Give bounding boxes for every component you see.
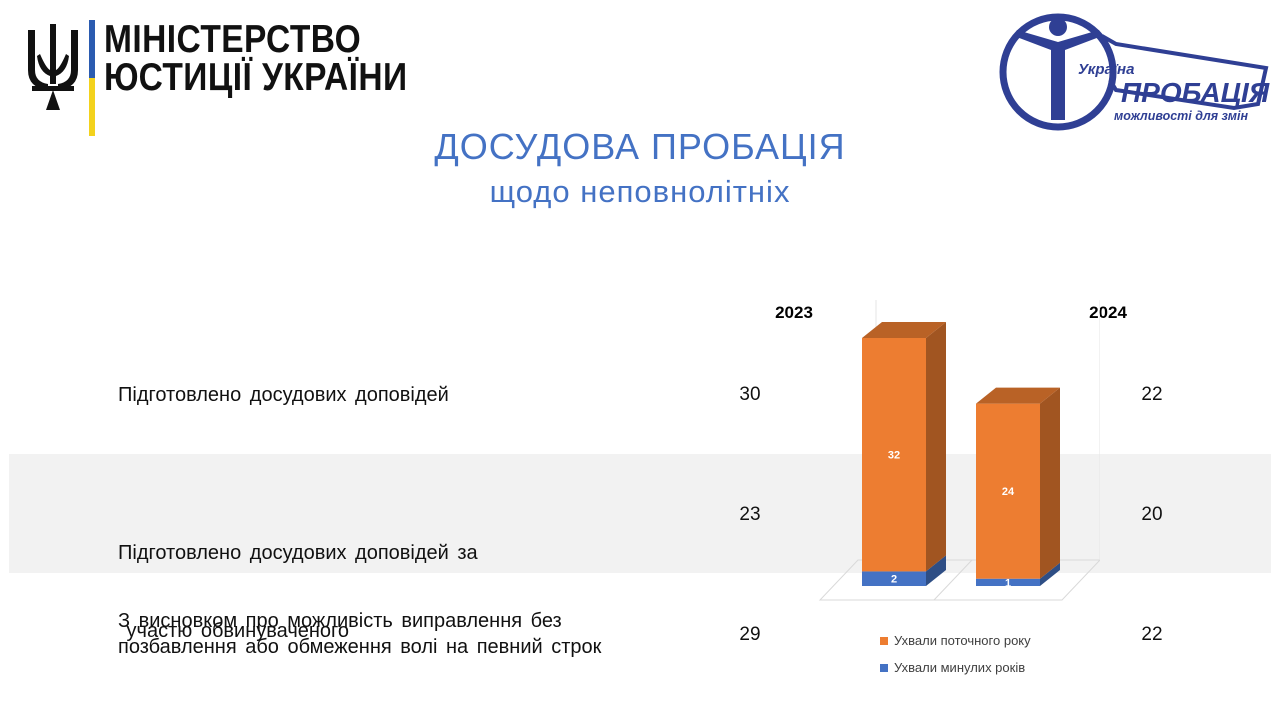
year-header-2023: 2023 [775, 303, 813, 322]
page-subtitle: щодо неповнолітніх [489, 174, 791, 209]
flag-bar-yellow [89, 78, 95, 136]
bar-segment-front [862, 571, 926, 586]
year-header-2024: 2024 [1089, 303, 1127, 322]
probation-logo-main-text: ПРОБАЦІЯ [1121, 77, 1270, 108]
ministry-name-line2: ЮСТИЦІЇ УКРАЇНИ [104, 56, 408, 99]
ministry-name-line1: МІНІСТЕРСТВО [104, 18, 362, 61]
table-cell-value: 20 [1141, 504, 1163, 525]
bar-segment-front [862, 338, 926, 572]
chart-floor-divider [933, 559, 973, 601]
table-row-label: Підготовлено досудових доповідей [118, 384, 449, 406]
bar-segment-top [862, 322, 946, 338]
bar-data-label: 24 [1002, 486, 1015, 498]
table-cell-value: 23 [739, 504, 761, 525]
stacked-bar-chart: 2 32 1 24 [818, 300, 1100, 601]
legend-swatch [880, 637, 888, 645]
legend-swatch [880, 664, 888, 672]
bar-data-label: 32 [888, 450, 900, 462]
bar-data-label: 1 [1005, 577, 1011, 589]
legend-label: Ухвали минулих років [894, 660, 1026, 675]
table-cell-value: 22 [1141, 624, 1163, 645]
bar-segment-front [976, 578, 1040, 586]
ministry-logo: МІНІСТЕРСТВО ЮСТИЦІЇ УКРАЇНИ [26, 20, 426, 140]
chart-floor [818, 559, 1100, 601]
bar-segment-front [976, 403, 1040, 579]
bar-segment-side [926, 555, 946, 586]
table-cell-value: 29 [739, 624, 761, 645]
probation-logo-bottom-text: можливості для змін [1114, 109, 1248, 123]
flag-bar-blue [89, 20, 95, 78]
page-title: ДОСУДОВА ПРОБАЦІЯ [434, 126, 846, 167]
bar-segment-top [976, 387, 1060, 404]
legend-item: Ухвали поточного року [880, 633, 1031, 648]
table-row-label: Підготовлено досудових доповідей за учас… [118, 542, 478, 642]
table-row-label: З висновком про можливість виправлення б… [118, 610, 602, 658]
bar-segment-side [1040, 562, 1060, 586]
probation-figure-icon [999, 13, 1269, 131]
legend-label: Ухвали поточного року [894, 633, 1031, 648]
bar-segment-side [1040, 387, 1060, 579]
probation-logo-top-text: Україна [1078, 61, 1134, 78]
trident-icon [28, 24, 78, 110]
table-cell-value: 30 [739, 384, 761, 405]
table-cell-value: 22 [1141, 384, 1163, 405]
table-row-band [9, 454, 1271, 573]
bar-data-label: 2 [891, 574, 897, 586]
probation-logo: Україна ПРОБАЦІЯ можливості для змін [999, 13, 1270, 131]
bar-segment-side [926, 322, 946, 572]
legend-item: Ухвали минулих років [880, 660, 1025, 675]
